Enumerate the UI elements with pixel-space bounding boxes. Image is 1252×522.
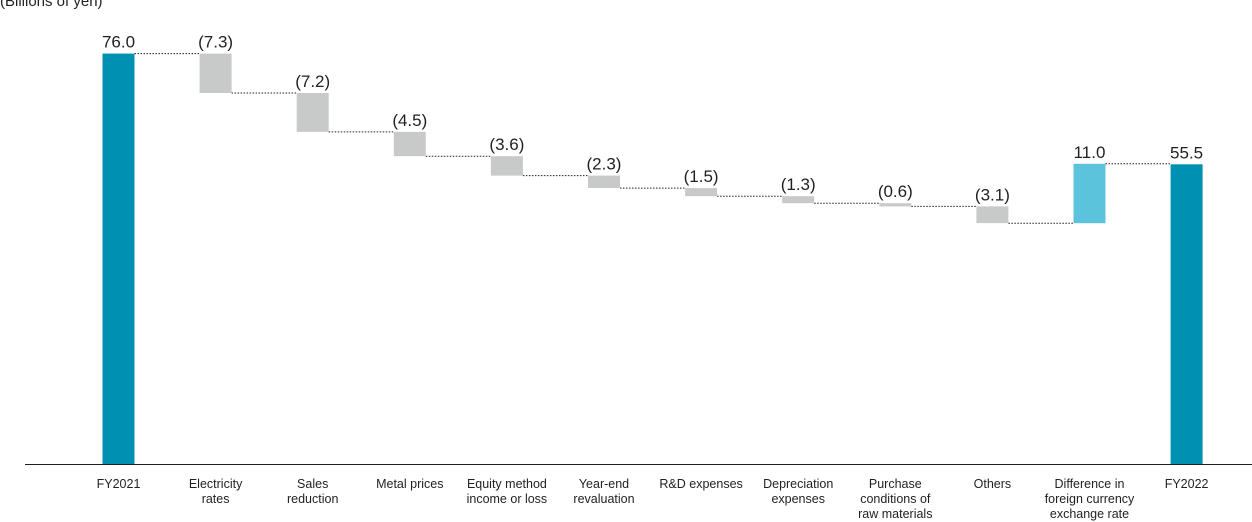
bar-difference-in-foreign-currency-exchange-rate [1073,163,1106,224]
bar-r-d-expenses [685,188,718,197]
bar-purchase-conditions-of-raw-materials [879,203,912,207]
value-label-sales-reduction: (7.2) [295,72,330,91]
bar-fy2022 [1170,164,1203,465]
category-label-purchase-conditions-of-raw-materials: Purchase conditions of raw materials [858,477,932,521]
category-label-r-d-expenses: R&D expenses [659,477,742,491]
category-label-difference-in-foreign-currency-exchange-rate: Difference in foreign currency exchange ra… [1045,477,1135,521]
bar-equity-method-income-or-loss [490,156,523,176]
bar-others [976,206,1009,224]
bars [102,53,1203,465]
bar-sales-reduction [296,93,329,132]
value-labels: 76.0 (7.3) (7.2) (4.5) (3.6) (2.3) (1.5) (1.3) (… [102,33,1203,205]
bar-depreciation-expenses [782,196,815,204]
bar-electricity-rates [199,53,232,93]
category-label-equity-method-income-or-loss: Equity method income or loss [467,477,548,506]
bar-metal-prices [393,131,426,157]
value-label-year-end-revaluation: (2.3) [587,155,622,174]
value-label-fy2022: 55.5 [1170,143,1203,162]
bar-year-end-revaluation [588,175,620,188]
value-label-metal-prices: (4.5) [392,111,427,130]
value-label-electricity-rates: (7.3) [198,33,233,52]
value-label-purchase-conditions-of-raw-materials: (0.6) [878,182,913,201]
connector-lines [134,53,1171,224]
category-label-fy2021: FY2021 [97,477,141,491]
value-label-r-d-expenses: (1.5) [684,167,719,186]
bar-fy2021 [102,53,135,464]
value-label-difference-in-foreign-currency-exchange-rate: 11.0 [1074,143,1106,162]
category-label-others: Others [974,477,1012,491]
category-label-electricity-rates: Electricity rates [189,477,243,506]
value-label-depreciation-expenses: (1.3) [781,175,816,194]
category-label-sales-reduction: Sales reduction [287,477,338,506]
category-labels: FY2021 Electricity rates Sales reduction Meta… [97,477,1209,521]
category-label-year-end-revaluation: Year-end revaluation [573,477,634,506]
unit-note: (Billions of yen) [0,0,103,10]
value-label-fy2021: 76.0 [102,33,135,52]
value-label-others: (3.1) [975,185,1010,204]
category-label-depreciation-expenses: Depreciation expenses [763,477,833,506]
category-label-metal-prices: Metal prices [376,477,443,491]
value-label-equity-method-income-or-loss: (3.6) [489,135,524,154]
category-label-fy2022: FY2022 [1165,477,1209,491]
